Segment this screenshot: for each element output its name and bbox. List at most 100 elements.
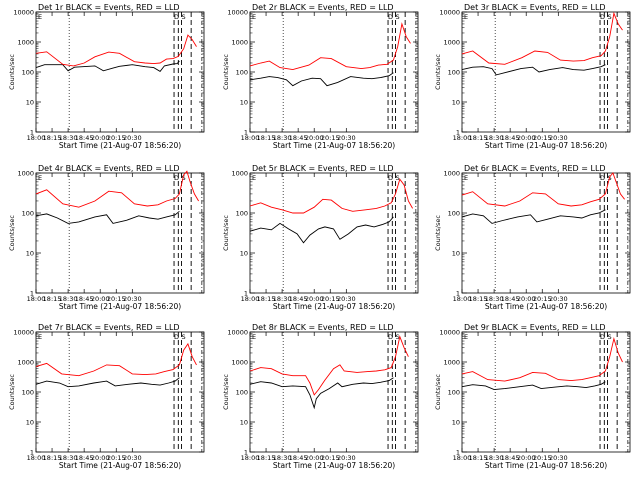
x-tick-label: 20:15 [107, 134, 126, 142]
marker-label-E: E [464, 13, 468, 21]
x-tick-label: 18:45 [501, 454, 520, 462]
y-tick-label: 10000 [439, 9, 460, 17]
plot-frame [249, 172, 419, 294]
y-tick-label: 10000 [13, 9, 34, 17]
marker-label-S: S [182, 333, 186, 341]
panel-title: Det 3r BLACK = Events, RED = LLD [464, 3, 606, 12]
y-axis-label: Counts/sec [434, 374, 442, 410]
x-tick-label: 20:30 [123, 454, 142, 462]
series-events-line [35, 377, 180, 388]
x-tick-label: 18:30 [273, 134, 292, 142]
x-tick-label: 18:00 [453, 454, 472, 462]
series-lld-line [35, 342, 197, 377]
x-tick-label: 18:30 [273, 295, 292, 303]
y-tick-label: 100 [236, 389, 248, 397]
marker-label-S: S [182, 13, 186, 21]
series-lld-line [461, 11, 623, 65]
marker-label-E: E [38, 333, 42, 341]
y-tick-label: 1000 [443, 39, 460, 47]
y-axis-label: Counts/sec [8, 215, 16, 251]
y-tick-label: 100 [22, 210, 34, 218]
x-tick-label: 18:00 [241, 295, 260, 303]
plot-frame [249, 11, 419, 133]
y-tick-label: 10 [240, 99, 248, 107]
series-events-line [249, 72, 394, 87]
y-tick-label: 10000 [227, 329, 248, 337]
y-tick-label: 1 [30, 290, 34, 298]
x-tick-label: 18:30 [485, 295, 504, 303]
y-tick-label: 1000 [17, 170, 34, 178]
y-axis-label: Counts/sec [8, 54, 16, 90]
y-tick-label: 1000 [231, 39, 248, 47]
panel-title: Det 4r BLACK = Events, RED = LLD [38, 164, 180, 173]
x-axis-label: Start Time (21-Aug-07 18:56:20) [273, 302, 395, 311]
x-tick-label: 18:15 [257, 454, 276, 462]
y-tick-label: 1000 [17, 39, 34, 47]
y-axis-label: Counts/sec [222, 54, 230, 90]
plot-frame [461, 172, 631, 294]
marker-label-D: D [388, 174, 393, 182]
y-axis-label: Counts/sec [8, 374, 16, 410]
x-tick-label: 18:30 [273, 454, 292, 462]
x-tick-label: 18:15 [469, 454, 488, 462]
y-tick-label: 100 [448, 210, 460, 218]
series-events-line [461, 209, 606, 224]
x-tick-label: 18:00 [241, 454, 260, 462]
panel-title: Det 7r BLACK = Events, RED = LLD [38, 323, 180, 332]
x-tick-label: 20:15 [107, 295, 126, 303]
x-axis-label: Start Time (21-Aug-07 18:56:20) [485, 302, 607, 311]
x-tick-label: 18:30 [485, 454, 504, 462]
x-tick-label: 18:00 [27, 134, 46, 142]
x-axis-label: Start Time (21-Aug-07 18:56:20) [485, 141, 607, 150]
x-tick-label: 20:15 [533, 134, 552, 142]
marker-label-E: E [252, 13, 256, 21]
y-tick-label: 10 [452, 99, 460, 107]
y-tick-label: 10 [240, 250, 248, 258]
y-tick-label: 100 [22, 389, 34, 397]
y-tick-label: 100 [448, 389, 460, 397]
marker-label-S: S [182, 174, 186, 182]
x-tick-label: 18:15 [469, 295, 488, 303]
x-tick-label: 20:30 [123, 134, 142, 142]
marker-label-D: D [388, 333, 393, 341]
x-tick-label: 18:15 [257, 134, 276, 142]
x-tick-label: 20:00 [305, 134, 324, 142]
x-tick-label: 18:45 [501, 295, 520, 303]
y-tick-label: 10 [452, 250, 460, 258]
x-tick-label: 18:30 [59, 295, 78, 303]
y-tick-label: 10 [26, 99, 34, 107]
marker-label-D: D [174, 333, 179, 341]
y-tick-label: 1 [456, 449, 460, 457]
y-tick-label: 10 [240, 419, 248, 427]
plot-frame [249, 331, 419, 453]
x-tick-label: 18:00 [27, 295, 46, 303]
x-tick-label: 20:00 [517, 454, 536, 462]
x-tick-label: 18:15 [43, 295, 62, 303]
y-tick-label: 1 [456, 129, 460, 137]
x-tick-label: 20:15 [533, 454, 552, 462]
x-tick-label: 20:30 [549, 295, 568, 303]
series-lld-line [461, 172, 625, 207]
marker-label-D: D [600, 174, 605, 182]
y-tick-label: 100 [236, 69, 248, 77]
marker-label-E: E [252, 174, 256, 182]
y-tick-label: 1000 [443, 170, 460, 178]
x-tick-label: 20:30 [123, 295, 142, 303]
marker-label-S: S [396, 13, 400, 21]
x-tick-label: 18:00 [453, 295, 472, 303]
plot-frame [461, 11, 631, 133]
marker-label-D: D [600, 333, 605, 341]
marker-label-E: E [38, 174, 42, 182]
marker-label-D: D [388, 13, 393, 21]
y-tick-label: 1000 [231, 170, 248, 178]
x-tick-label: 20:15 [321, 295, 340, 303]
x-axis-label: Start Time (21-Aug-07 18:56:20) [485, 461, 607, 470]
marker-label-S: S [396, 333, 400, 341]
